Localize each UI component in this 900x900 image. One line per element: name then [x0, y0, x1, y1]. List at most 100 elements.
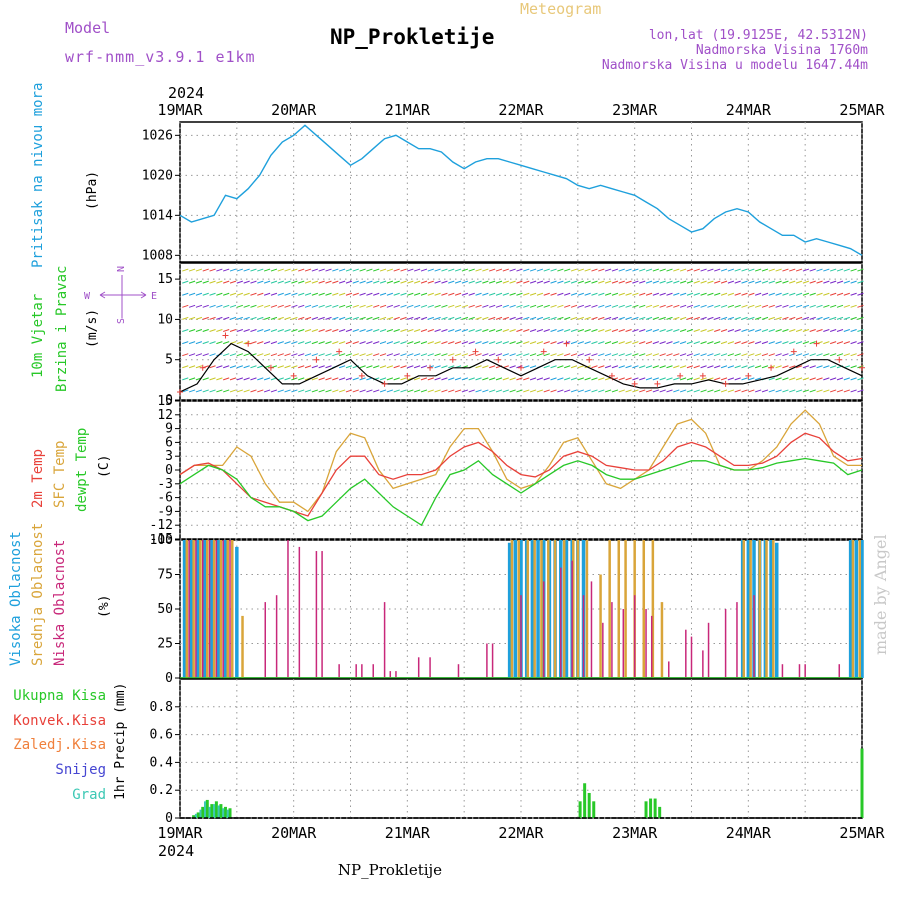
wind-arrow [270, 389, 278, 393]
wind-arrow [338, 329, 346, 332]
wind-arrow [509, 268, 516, 272]
wind-arrow [379, 280, 387, 284]
wind-arrow [802, 353, 810, 357]
wind-arrow [461, 377, 469, 381]
wind-arrow [243, 329, 250, 332]
wind-arrow [598, 377, 605, 381]
wind-arrow [441, 377, 448, 381]
wind-arrow [407, 389, 414, 393]
wind-arrow [720, 304, 728, 308]
wind-arrow [529, 304, 537, 308]
wind-arrow [789, 389, 796, 393]
wind-arrow [516, 316, 523, 320]
cloud-ytick-label: 0 [165, 671, 173, 686]
low-cloud-bar [229, 540, 231, 678]
wind-arrow [782, 292, 789, 296]
elevation-label: Nadmorska Visina 1760m [696, 43, 868, 58]
wind-arrow [509, 304, 516, 308]
mid-cloud-bar [851, 540, 855, 678]
wind-arrow [543, 377, 550, 381]
wind-arrow [666, 268, 673, 272]
precip-unit: 1hr Precip (mm) [113, 683, 128, 800]
wind-arrow [836, 389, 844, 393]
wind-arrow [434, 292, 441, 296]
wind-arrow [400, 353, 407, 357]
wind-arrow [420, 329, 428, 332]
wind-arrow [195, 353, 203, 357]
wind-arrow [236, 341, 243, 345]
wind-arrow [775, 316, 782, 320]
wind-arrow [686, 353, 694, 357]
temperature-ytick-label: -3 [157, 477, 173, 492]
wind-arrow [795, 316, 803, 320]
wind-arrow [454, 268, 462, 272]
wind-arrow [768, 389, 775, 393]
wind-arrow [461, 353, 469, 357]
wind-arrow [468, 377, 475, 381]
wind-arrow [679, 280, 687, 284]
wind-arrow [557, 365, 564, 369]
wind-arrow [332, 329, 339, 332]
wind-arrow [591, 365, 598, 369]
wind-arrow [482, 365, 489, 369]
wind-arrow [229, 329, 237, 332]
wind-arrow [257, 280, 264, 284]
wind-arrow [475, 316, 482, 320]
wind-arrow [277, 280, 284, 284]
wind-arrow [550, 280, 557, 284]
cloud-label-1: Visoka Oblacnost [8, 531, 24, 666]
mid-cloud-bar [199, 540, 202, 678]
wind-arrow [720, 329, 728, 332]
wind-arrow [229, 316, 237, 320]
wind-arrow [604, 365, 612, 369]
wind-arrow [502, 389, 509, 393]
wind-arrow [413, 353, 421, 357]
wind-arrow [188, 365, 196, 369]
wind-arrow [550, 353, 557, 357]
wind-arrow [495, 341, 503, 345]
wind-arrow [625, 389, 632, 393]
total-precip-bar [644, 801, 648, 818]
wind-arrow [386, 353, 394, 357]
wind-arrow [720, 341, 728, 345]
wind-arrow [843, 292, 850, 296]
low-cloud-bar [315, 551, 318, 678]
wind-arrow [311, 365, 319, 369]
wind-arrow [291, 316, 298, 320]
wind-arrow [523, 292, 530, 296]
wind-arrow [625, 280, 632, 284]
wind-arrow [386, 292, 394, 296]
wind-arrow [182, 268, 189, 272]
temperature-ytick-label: 3 [165, 449, 173, 464]
wind-arrow [748, 353, 755, 357]
wind-arrow [236, 365, 243, 369]
wind-arrow [400, 329, 407, 332]
precip-ytick-label: 0.6 [150, 728, 173, 743]
x-tick-label-top: 20MAR [271, 101, 317, 119]
wind-arrow [707, 329, 714, 332]
wind-arrow [454, 341, 462, 345]
mid-cloud-bar [599, 574, 602, 678]
wind-arrow [775, 329, 782, 332]
wind-gust-marker [722, 380, 729, 387]
wind-arrow [857, 280, 864, 284]
wind-arrow [202, 389, 209, 393]
sfc-temp-line [179, 409, 862, 513]
wind-arrow [209, 365, 216, 369]
wind-arrow [413, 316, 421, 320]
wind-arrow [529, 353, 537, 357]
wind-arrow [243, 389, 250, 393]
wind-arrow [557, 280, 564, 284]
wind-arrow [598, 280, 605, 284]
wind-arrow [250, 304, 257, 308]
wind-arrow [284, 353, 291, 357]
cloud-ytick-label: 25 [157, 637, 173, 652]
wind-arrow [427, 292, 434, 296]
wind-arrow [291, 292, 298, 296]
mid-cloud-bar [192, 540, 195, 678]
wind-arrow [400, 316, 407, 320]
wind-ytick-label: 0 [165, 393, 173, 408]
temperature-ytick-label: 9 [165, 422, 173, 437]
mid-cloud-bar [758, 540, 761, 678]
low-cloud-bar [275, 595, 278, 678]
